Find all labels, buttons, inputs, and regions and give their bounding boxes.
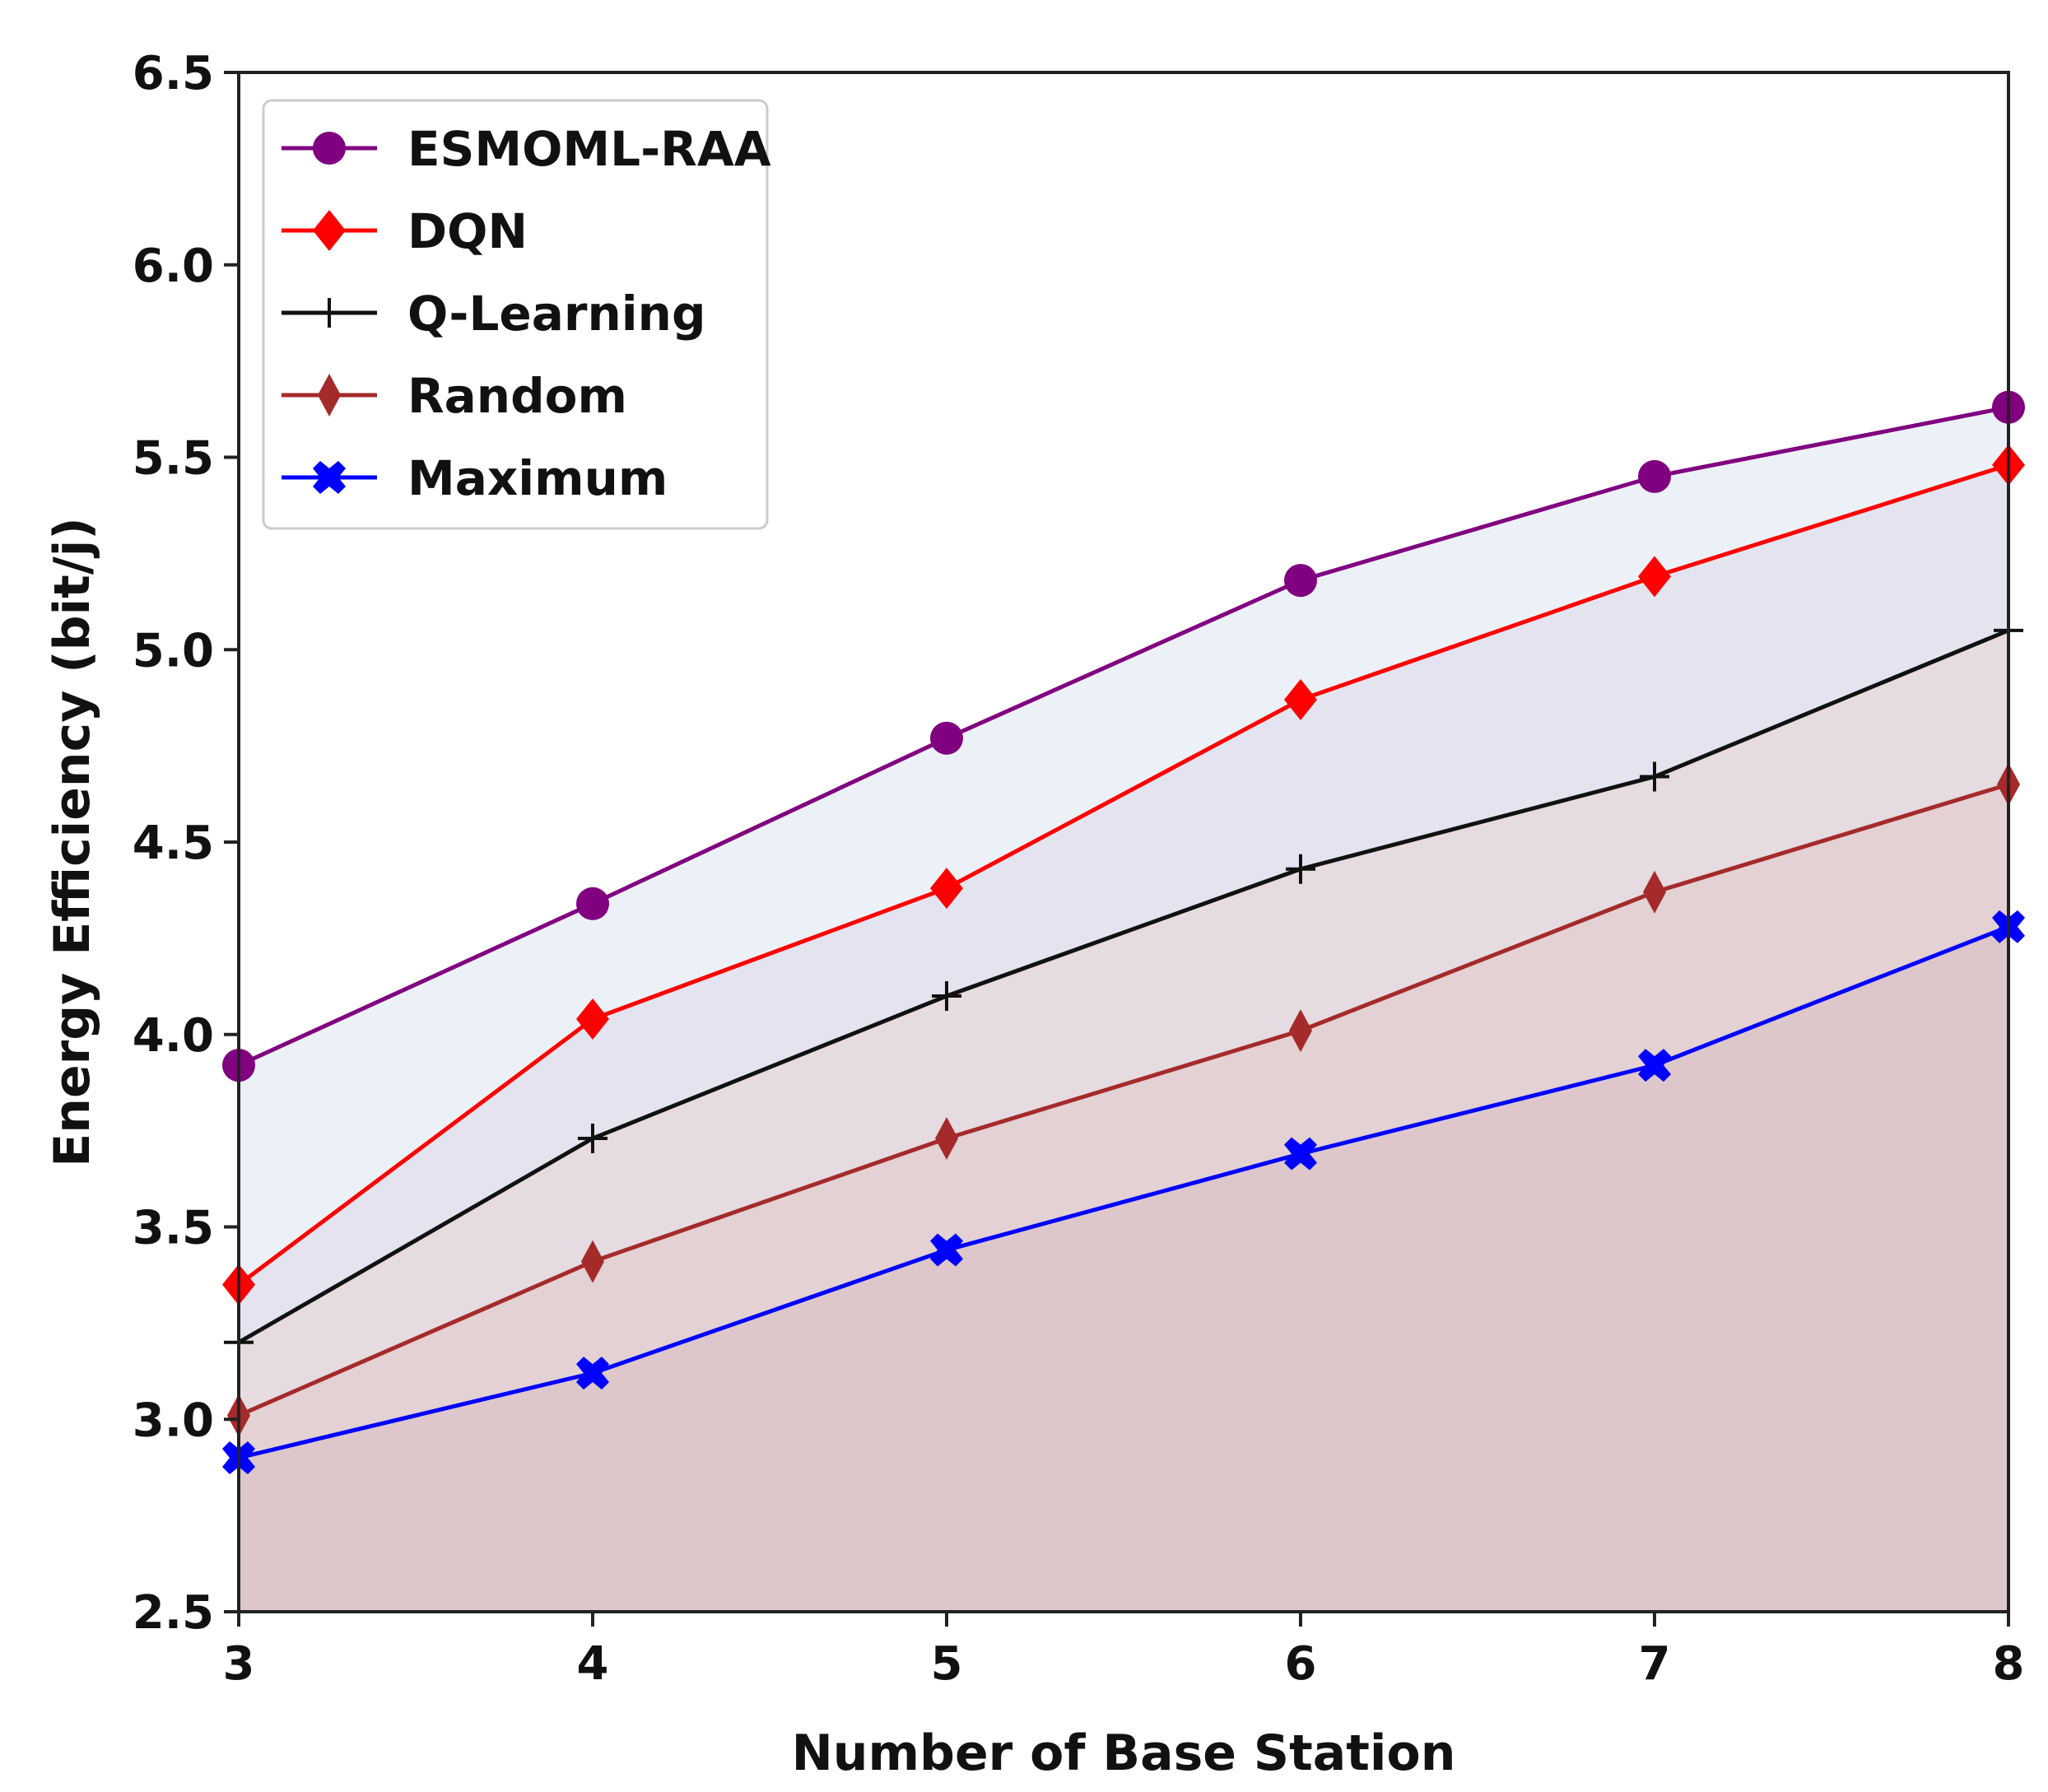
y-axis-ticks: 2.5 3.0 3.5 4.0 4.5 5.0 5.5 6.0 6.5 (133, 47, 239, 1640)
x-tick-label: 6 (1285, 1637, 1317, 1691)
x-tick-label: 4 (577, 1637, 609, 1691)
legend-label-dqn: DQN (407, 203, 528, 259)
y-tick-label: 3.0 (133, 1394, 214, 1447)
series-line-q-learning (237, 628, 2009, 1344)
legend-label-esmoml-raa: ESMOML-RAA (407, 121, 771, 177)
series-markers (222, 390, 2025, 1474)
data-point-q-learning (932, 981, 961, 1011)
y-tick-label: 3.5 (133, 1202, 214, 1255)
data-point-dqn (576, 998, 609, 1040)
legend-label-random: Random (407, 368, 627, 424)
data-point-esmoml-raa (576, 887, 609, 920)
x-tick-label: 5 (931, 1637, 963, 1691)
series-line-random (238, 782, 2009, 1417)
legend-label-maximum: Maximum (407, 450, 668, 506)
area-fill-maximum (239, 926, 2008, 1612)
x-tick-label: 3 (223, 1637, 255, 1691)
y-tick-label: 4.0 (133, 1009, 214, 1063)
series-lines (237, 405, 2009, 1460)
legend-marker-random (318, 374, 341, 417)
x-tick-label: 8 (1993, 1637, 2025, 1691)
data-point-q-learning (1286, 854, 1315, 884)
y-tick-label: 6.5 (133, 47, 214, 100)
y-tick-label: 4.5 (133, 817, 214, 870)
x-tick-label: 7 (1639, 1637, 1671, 1691)
data-point-maximum (1284, 1137, 1317, 1171)
legend-marker-q-learning (314, 298, 344, 328)
series-line-maximum (238, 924, 2009, 1460)
legend-marker-esmoml-raa (313, 132, 346, 165)
legend-box (262, 99, 769, 530)
data-point-dqn (1638, 556, 1671, 598)
data-point-dqn (930, 868, 963, 910)
legend: ESMOML-RAA DQN Q-Learning Random Maximum (262, 99, 771, 530)
data-point-esmoml-raa (1284, 564, 1317, 598)
y-tick-label: 6.0 (133, 240, 214, 293)
area-fills (239, 407, 2008, 1613)
data-point-maximum (1638, 1049, 1671, 1082)
data-point-dqn (1284, 679, 1317, 721)
y-axis-title: Energy Efficiency (bit/j) (44, 517, 101, 1166)
data-point-esmoml-raa (930, 721, 963, 755)
y-tick-label: 2.5 (133, 1586, 214, 1640)
legend-label-q-learning: Q-Learning (407, 286, 705, 342)
series-line-dqn (237, 463, 2009, 1287)
data-point-q-learning (578, 1123, 607, 1153)
y-tick-label: 5.0 (133, 624, 214, 677)
data-point-random (1643, 870, 1666, 914)
x-axis-ticks: 3 4 5 6 7 8 (223, 1612, 2025, 1691)
y-tick-label: 5.5 (133, 432, 214, 486)
data-point-q-learning (1640, 761, 1669, 792)
data-point-maximum (930, 1233, 963, 1267)
series-line-esmoml-raa (237, 405, 2009, 1068)
x-axis-title: Number of Base Station (792, 1725, 1456, 1782)
legend-marker-dqn (313, 210, 346, 251)
legend-marker-maximum (313, 461, 346, 494)
data-point-esmoml-raa (1638, 459, 1671, 493)
data-point-random (581, 1240, 604, 1283)
data-point-maximum (576, 1357, 609, 1390)
data-point-random (935, 1116, 958, 1160)
data-point-random (1289, 1009, 1312, 1053)
